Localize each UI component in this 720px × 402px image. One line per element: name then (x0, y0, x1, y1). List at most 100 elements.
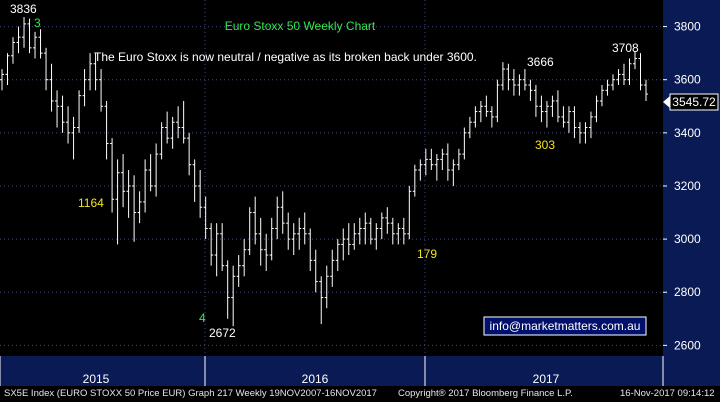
ohlc-bar (495, 79, 500, 123)
y-tick-label: 3400 (674, 126, 701, 140)
ohlc-bar (511, 69, 516, 96)
y-tick-labels: 2600 2800 3000 3200 3400 3600 3800 (663, 20, 701, 352)
ohlc-bar (324, 265, 329, 309)
ohlc-bar (561, 106, 566, 128)
ohlc-bar (82, 69, 87, 107)
ohlc-bar (418, 159, 423, 181)
ohlc-bar (170, 116, 175, 149)
ohlc-bar (616, 69, 621, 86)
ohlc-bar (88, 53, 93, 91)
ohlc-bar (231, 265, 236, 327)
ohlc-bar (154, 143, 159, 197)
ohlc-bar (423, 148, 428, 176)
ohlc-bar (236, 255, 241, 287)
label-high-3708: 3708 (612, 41, 639, 55)
ohlc-bar (374, 223, 379, 250)
ohlc-bar (225, 260, 230, 319)
label-low-2016: 2672 (209, 326, 236, 340)
ohlc-bar (275, 196, 280, 240)
ohlc-bar (286, 212, 291, 250)
ohlc-bar (610, 74, 615, 91)
ohlc-bar (22, 17, 27, 48)
x-tick-label: 2015 (83, 372, 110, 386)
ohlc-bar (544, 100, 549, 128)
footer-right: 16-Nov-2017 09:14:12 (620, 388, 715, 399)
ohlc-bar (55, 90, 60, 128)
footer-left: SX5E Index (EURO STOXX 50 Price EUR) Gra… (4, 388, 377, 399)
ohlc-bar (517, 74, 522, 96)
ohlc-bar (132, 175, 137, 242)
ohlc-bar (500, 62, 505, 91)
ohlc-bar (407, 185, 412, 240)
ohlc-bar (308, 228, 313, 271)
contact-box[interactable]: info@marketmatters.com.au (483, 316, 647, 336)
ohlc-bar (533, 85, 538, 117)
x-axis-panel (0, 356, 663, 386)
ohlc-bar (38, 29, 43, 59)
ohlc-bar (269, 217, 274, 261)
ohlc-bar (506, 63, 511, 91)
ohlc-bar (489, 106, 494, 128)
last-price-tag: 3545.72 (663, 93, 719, 111)
ohlc-bar (462, 127, 467, 160)
label-303: 303 (535, 138, 555, 152)
label-wave-4: 4 (199, 311, 206, 325)
y-axis-panel (663, 0, 720, 386)
ohlc-bar (368, 217, 373, 245)
footer-center: Copyright® 2017 Bloomberg Finance L.P. (398, 388, 573, 399)
ohlc-bar (33, 31, 38, 59)
ohlc-bars (0, 17, 648, 327)
footer-bar: SX5E Index (EURO STOXX 50 Price EUR) Gra… (0, 386, 720, 402)
ohlc-bar (632, 51, 637, 70)
ohlc-bar (148, 154, 153, 192)
ohlc-bar (363, 212, 368, 245)
ohlc-bar (385, 207, 390, 234)
ohlc-bar (627, 58, 632, 86)
ohlc-bar (599, 85, 604, 107)
label-high-3666: 3666 (527, 55, 554, 69)
ohlc-bar (143, 159, 148, 213)
ohlc-bar (165, 111, 170, 144)
ohlc-bar (644, 79, 648, 101)
contact-email[interactable]: info@marketmatters.com.au (490, 319, 641, 333)
ohlc-bar (181, 100, 186, 144)
ohlc-bar (0, 69, 4, 91)
label-1164: 1164 (78, 196, 104, 210)
ohlc-bar (5, 53, 10, 86)
ohlc-bar (77, 90, 82, 133)
ohlc-bar (297, 217, 302, 250)
plot-area (0, 0, 663, 356)
ohlc-bar (302, 212, 307, 245)
ohlc-bar (220, 223, 225, 271)
y-tick-label: 2600 (674, 338, 701, 352)
ohlc-bar (583, 122, 588, 144)
ohlc-bar (456, 148, 461, 171)
ohlc-bar (341, 228, 346, 261)
ohlc-bar (247, 207, 252, 256)
y-tick-label: 2800 (674, 285, 701, 299)
ohlc-bar (137, 191, 142, 224)
ohlc-bar (209, 223, 214, 266)
y-tick-label: 3800 (674, 20, 701, 34)
x-tick-labels: 2015 2016 2017 (83, 372, 560, 386)
ohlc-bar (44, 47, 49, 91)
ohlc-bar (319, 276, 324, 325)
ohlc-bar (594, 95, 599, 123)
ohlc-bar (253, 196, 258, 245)
ohlc-bar (379, 212, 384, 240)
ohlc-bar (330, 249, 335, 287)
ohlc-bar (484, 95, 489, 117)
chart-title: Euro Stoxx 50 Weekly Chart (225, 19, 376, 33)
ohlc-bar (203, 196, 208, 240)
ohlc-bar (357, 217, 362, 245)
ohlc-bar (198, 170, 203, 218)
ohlc-bar (214, 223, 219, 277)
y-tick-label: 3000 (674, 232, 701, 246)
ohlc-bar (429, 148, 434, 171)
ohlc-bar (572, 106, 577, 139)
ohlc-bar (11, 37, 16, 64)
ohlc-bar (110, 138, 115, 213)
ohlc-bar (440, 148, 445, 171)
ohlc-bar (71, 116, 76, 160)
